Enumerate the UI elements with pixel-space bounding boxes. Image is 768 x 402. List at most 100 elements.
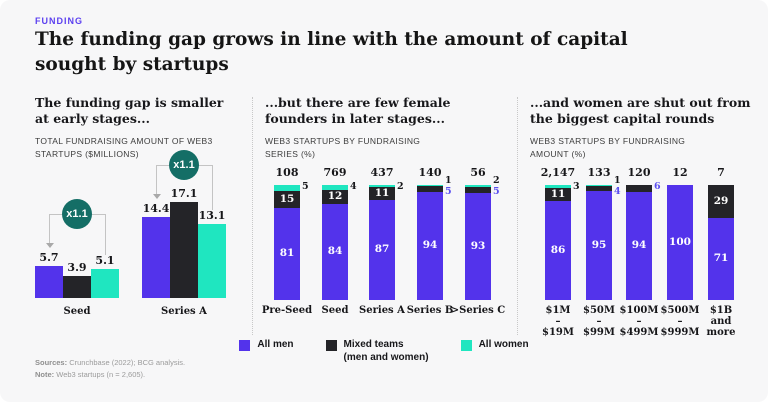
segment-mixed-teams xyxy=(369,187,395,200)
segment-all-men xyxy=(322,204,348,300)
bar-value-label: 5.1 xyxy=(95,254,115,267)
segment-value-label: 100 xyxy=(669,235,691,248)
segment-all-men xyxy=(465,193,491,300)
sources-label: Sources: xyxy=(35,358,68,367)
note-label: Note: xyxy=(35,369,55,379)
grouped-bar-chart-funding-amount: 5.7 3.9 5.1 x1.1 Seed 14.4 17.1 13.1 x1.1 Series … xyxy=(35,148,247,328)
category-label: $1M – $19M xyxy=(524,305,592,338)
total-count-label: 12 xyxy=(672,166,688,179)
total-count-label: 7 xyxy=(717,166,725,179)
bracket-line xyxy=(156,165,157,194)
total-count-label: 437 xyxy=(370,166,394,179)
total-count-label: 108 xyxy=(275,166,299,179)
segment-value-label: 5 xyxy=(445,186,452,197)
segment-value-label: 11 xyxy=(550,187,566,200)
bar-value-label: 14.4 xyxy=(142,202,170,215)
segment-value-label: 71 xyxy=(713,252,729,264)
total-count-label: 56 xyxy=(470,166,486,179)
stacked-bar-chart-by-amount: 2,147 86 3 11 $1M – $19M 133 95 1 4 $50M – $99M 120 94 6… xyxy=(530,158,768,358)
kicker-label: FUNDING xyxy=(35,16,83,26)
footnote: Sources: Crunchbase (2022); BCG analysis… xyxy=(35,357,185,380)
segment-all-men xyxy=(274,208,300,300)
legend-label: Mixed teams (men and women) xyxy=(343,339,429,363)
bar-mixed-teams xyxy=(170,202,198,298)
legend-label: All women xyxy=(478,339,529,350)
ratio-badge: x1.1 xyxy=(62,199,92,229)
category-label: >Series C xyxy=(444,305,512,316)
arrow-down-icon xyxy=(153,194,161,199)
sources-text: Crunchbase (2022); BCG analysis. xyxy=(67,358,186,367)
segment-value-label: 94 xyxy=(422,239,438,251)
segment-value-label: 5 xyxy=(302,181,309,192)
legend-swatch-mixed xyxy=(325,340,337,351)
legend-item: Mixed teams (men and women) xyxy=(325,339,429,364)
bar-all-women xyxy=(91,269,119,298)
stacked-bar-chart-by-series: 108 81 5 15 Pre-Seed 769 84 4 12 Seed 437 87 2 11 Seri… xyxy=(262,158,515,358)
category-label: $1B and more xyxy=(687,305,755,338)
page-title: The funding gap grows in line with the a… xyxy=(35,29,628,75)
note-line: Note: Web3 startups (n = 2,605). xyxy=(35,369,185,381)
category-label: Pre-Seed xyxy=(253,305,321,316)
panel-divider xyxy=(252,97,253,335)
total-count-label: 769 xyxy=(323,166,347,179)
segment-value-label: 1 xyxy=(445,175,452,186)
segment-all-women xyxy=(586,185,612,186)
bracket-line xyxy=(49,214,50,243)
bar-value-label: 17.1 xyxy=(170,187,198,200)
segment-all-women xyxy=(369,185,395,187)
legend-swatch-women xyxy=(460,340,472,351)
category-line: $499M xyxy=(619,327,659,338)
note-text: Web3 startups (n = 2,605). xyxy=(54,369,146,379)
segment-all-men xyxy=(369,200,395,300)
category-line: $19M xyxy=(542,327,574,338)
segment-mixed-teams xyxy=(465,187,491,193)
legend-label: All men xyxy=(257,339,294,350)
segment-value-label: 95 xyxy=(591,238,607,251)
segment-mixed-teams xyxy=(626,185,652,192)
category-line: $1B xyxy=(709,305,733,316)
segment-value-label: 81 xyxy=(279,247,295,259)
panel-subtitle: WEB3 STARTUPS BY FUNDRAISING AMOUNT (%) xyxy=(530,135,686,159)
category-line: Pre-Seed xyxy=(261,305,313,316)
bracket-line xyxy=(105,214,106,255)
panel-heading: The funding gap is smaller at early stag… xyxy=(35,95,224,127)
bar-value-label: 5.7 xyxy=(39,251,59,264)
bar-all-men xyxy=(35,266,63,298)
category-line: – xyxy=(677,316,683,327)
panel-capital-rounds: ...and women are shut out from the bigge… xyxy=(530,95,758,161)
category-line: $100M xyxy=(619,305,659,316)
category-line: Series B xyxy=(406,305,454,316)
category-line: $1M xyxy=(545,305,571,316)
total-count-label: 2,147 xyxy=(540,166,576,179)
segment-mixed-teams xyxy=(417,186,443,192)
segment-value-label: 4 xyxy=(614,186,621,197)
segment-value-label: 94 xyxy=(631,239,647,251)
segment-all-men xyxy=(708,218,734,300)
category-label: Series A xyxy=(161,306,207,317)
arrow-down-icon xyxy=(46,243,54,248)
segment-value-label: 84 xyxy=(327,245,343,257)
segment-value-label: 86 xyxy=(550,243,566,256)
segment-all-men xyxy=(667,185,693,300)
segment-value-label: 29 xyxy=(713,194,729,207)
panel-heading: ...and women are shut out from the bigge… xyxy=(530,95,751,127)
segment-all-men xyxy=(545,201,571,300)
bar-all-men xyxy=(142,217,170,298)
segment-value-label: 11 xyxy=(374,186,390,199)
segment-all-women xyxy=(465,185,491,187)
category-label: $50M – $99M xyxy=(565,305,633,338)
ratio-badge: x1.1 xyxy=(169,150,199,180)
segment-all-women xyxy=(322,185,348,190)
category-label: Series A xyxy=(348,305,416,316)
segment-mixed-teams xyxy=(274,191,300,208)
category-line: Series A xyxy=(359,305,405,316)
category-line: Seed xyxy=(321,305,349,316)
segment-value-label: 3 xyxy=(573,181,580,192)
category-line: – xyxy=(555,316,561,327)
segment-mixed-teams xyxy=(586,186,612,191)
category-line: more xyxy=(706,327,736,338)
category-line: $999M xyxy=(660,327,700,338)
segment-value-label: 1 xyxy=(614,175,621,186)
category-label: Seed xyxy=(301,305,369,316)
